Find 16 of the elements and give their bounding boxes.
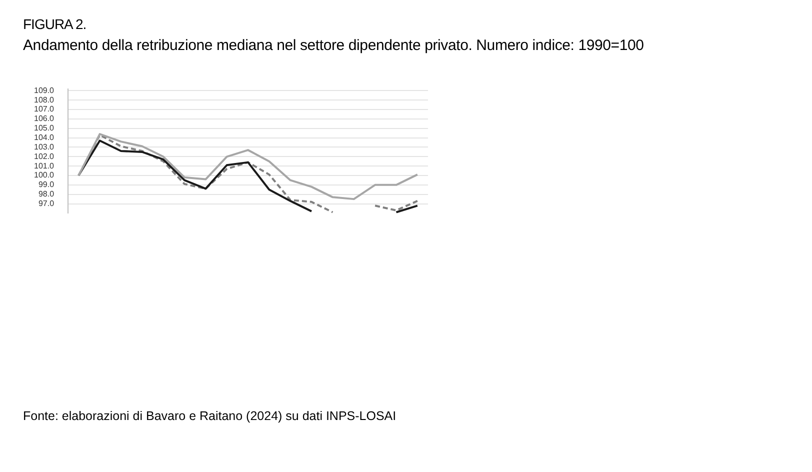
y-tick-label: 101.0 [34,161,55,170]
y-tick-label: 105.0 [34,124,55,133]
y-tick-label: 102.0 [34,152,55,161]
chart-subtitle: Andamento della retribuzione mediana nel settore dipendente privato. Numero indice: 1990=100 [23,37,644,54]
y-tick-label: 109.0 [34,86,55,95]
y-tick-label: 108.0 [34,95,55,104]
y-tick-label: 104.0 [34,133,55,142]
y-tick-label: 100.0 [34,170,55,180]
y-tick-label: 103.0 [34,142,55,152]
y-tick-label: 106.0 [34,114,55,124]
y-tick-label: 98.0 [38,190,55,199]
chart-title: FIGURA 2. [23,16,86,32]
y-tick-label: 99.0 [38,180,55,190]
y-tick-label: 97.0 [38,198,55,208]
y-tick-label: 107.0 [34,104,55,114]
source-note: Fonte: elaborazioni di Bavaro e Raitano (2024) su dati INPS-LOSAI [23,409,396,423]
